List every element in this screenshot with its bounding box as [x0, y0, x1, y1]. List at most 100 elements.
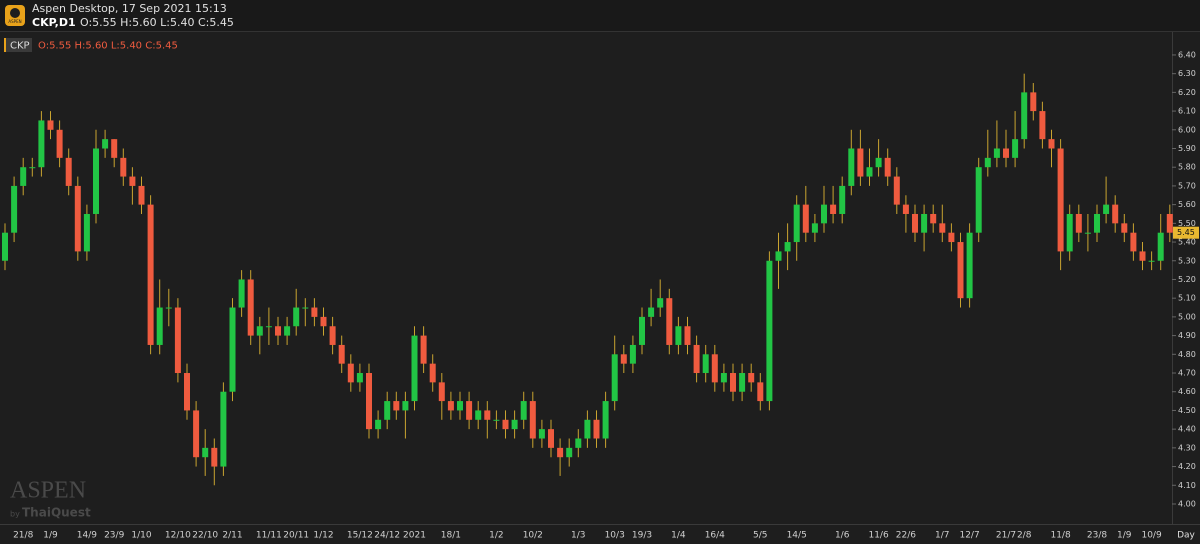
x-tick-label: 1/12 — [313, 531, 333, 541]
x-tick-label: 18/1 — [441, 531, 461, 541]
x-tick-label: 1/9 — [1117, 531, 1132, 541]
candle-body — [1103, 204, 1110, 214]
watermark-company: ThaiQuest — [22, 506, 91, 520]
candle-body — [11, 185, 18, 233]
candle-body — [1048, 139, 1055, 149]
y-tick-label: 6.10 — [1178, 107, 1196, 116]
candle-body — [529, 401, 536, 439]
candle-body — [902, 204, 909, 214]
x-unit: Day — [1177, 531, 1195, 541]
candle-body — [993, 148, 1000, 158]
candle-body — [311, 307, 318, 317]
candle-body — [1130, 232, 1137, 252]
candle-body — [138, 185, 145, 205]
x-tick-label: 1/3 — [571, 531, 585, 541]
candle-body — [984, 157, 991, 168]
candle-body — [247, 279, 254, 336]
candle-body — [748, 373, 755, 383]
candle-body — [156, 307, 163, 345]
candle-body — [930, 213, 937, 224]
y-tick-label: 5.10 — [1178, 294, 1196, 303]
y-tick-label: 5.40 — [1178, 238, 1196, 247]
x-tick-label: 1/2 — [489, 531, 503, 541]
candle-body — [821, 204, 827, 224]
candle-body — [165, 307, 172, 309]
candle-body — [657, 298, 664, 308]
candle-body — [793, 204, 800, 243]
candle-body — [648, 307, 655, 317]
y-tick-label: 6.20 — [1178, 88, 1196, 97]
y-tick-label: 4.00 — [1178, 499, 1196, 508]
candle-body — [739, 373, 746, 392]
candle-body — [538, 429, 545, 439]
candle-body — [229, 307, 236, 392]
x-tick-label: 22/10 — [192, 531, 218, 541]
legend-symbol: CKP — [10, 41, 30, 52]
candle-body — [120, 157, 127, 177]
candle-body — [320, 316, 327, 327]
candle-body — [975, 167, 982, 233]
candle-body — [884, 157, 891, 177]
candle-body — [475, 410, 482, 420]
candle-body — [402, 401, 409, 411]
candle-body — [693, 344, 700, 374]
y-tick-label: 4.40 — [1178, 425, 1196, 434]
x-tick-label: 2021 — [403, 531, 426, 541]
candle-body — [429, 363, 436, 383]
candle-body — [775, 251, 782, 261]
y-tick-label: 4.30 — [1178, 443, 1196, 452]
y-tick-label: 4.80 — [1178, 350, 1196, 359]
symbol-tag-accent — [4, 38, 6, 52]
x-tick-label: 16/4 — [705, 531, 725, 541]
candle-body — [511, 419, 518, 430]
candle-body — [447, 401, 454, 411]
candle-body — [502, 419, 509, 430]
candle-body — [347, 363, 354, 383]
x-tick-label: 5/5 — [753, 531, 767, 541]
x-tick-label: 23/8 — [1087, 531, 1107, 541]
candle-body — [584, 419, 591, 439]
candle-body — [202, 447, 209, 458]
candle-body — [611, 354, 618, 402]
logo-mark — [10, 8, 20, 18]
candle-body — [411, 335, 418, 402]
symbol-tag — [4, 38, 32, 52]
logo-text: ASPEN — [8, 19, 21, 24]
candle-body — [1166, 213, 1173, 233]
y-tick-label: 5.20 — [1178, 275, 1196, 284]
y-tick-label: 5.70 — [1178, 181, 1196, 190]
candle-body — [912, 213, 918, 233]
candle-body — [839, 185, 846, 214]
candle-body — [1057, 148, 1064, 252]
candle-body — [921, 213, 928, 233]
x-tick-label: 10/2 — [523, 531, 543, 541]
candle-body — [1075, 213, 1082, 233]
candle-body — [602, 401, 609, 439]
candle-body — [393, 401, 400, 411]
y-tick-label: 5.50 — [1178, 219, 1196, 228]
candle-body — [957, 242, 964, 299]
candle-body — [438, 382, 445, 402]
y-tick-label: 4.70 — [1178, 369, 1196, 378]
candle-body — [875, 157, 882, 168]
candle-body — [111, 139, 118, 158]
candle-body — [1030, 92, 1037, 112]
candle-body — [293, 307, 300, 327]
candle-body — [639, 316, 645, 345]
x-tick-label: 11/11 — [256, 531, 282, 541]
x-tick-label: 12/10 — [165, 531, 191, 541]
candle-body — [629, 344, 636, 364]
candle-body — [730, 373, 736, 392]
candle-body — [220, 391, 227, 467]
candle-body — [366, 373, 372, 430]
x-tick-label: 22/6 — [896, 531, 916, 541]
candle-body — [557, 447, 564, 458]
candle-body — [238, 279, 245, 308]
candle-body — [93, 148, 99, 214]
candle-body — [193, 410, 200, 458]
candle-body — [174, 307, 181, 374]
candle-body — [1084, 232, 1091, 234]
x-tick-label: 23/9 — [104, 531, 124, 541]
ohlc: O:5.55 H:5.60 L:5.40 C:5.45 — [80, 16, 234, 29]
candle-body — [711, 354, 718, 383]
